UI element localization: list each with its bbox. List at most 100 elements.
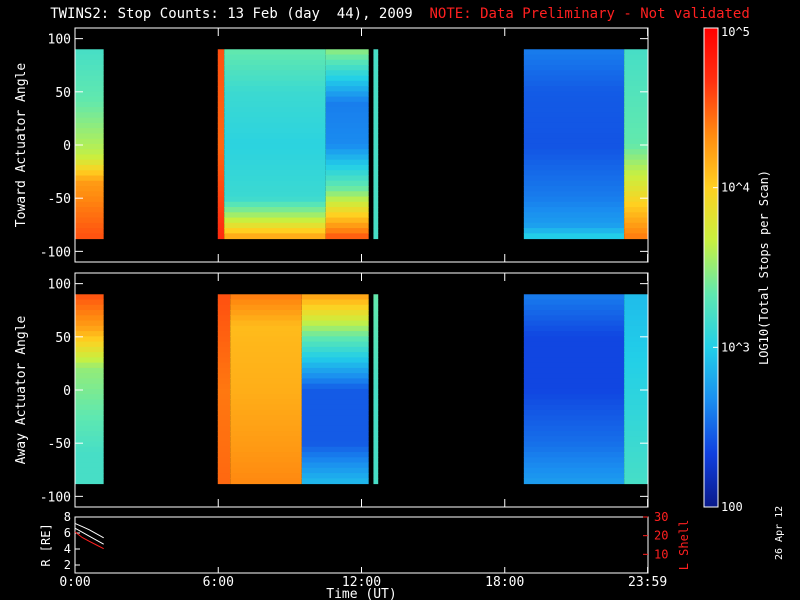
heatmap-cell <box>217 367 231 374</box>
heatmap-cell <box>624 315 648 322</box>
heatmap-cell <box>230 457 302 464</box>
heatmap-cell <box>217 404 231 411</box>
heatmap-cell <box>523 75 625 82</box>
heatmap-cell <box>373 341 379 348</box>
heatmap-cell <box>624 228 648 234</box>
heatmap-cell <box>373 299 379 306</box>
heatmap-cell <box>75 107 104 113</box>
heatmap-cell <box>523 149 625 155</box>
heatmap-cell <box>230 378 302 385</box>
heatmap-cell <box>217 357 231 364</box>
heatmap-cell <box>325 49 369 56</box>
heatmap-cell <box>373 320 379 327</box>
heatmap-cell <box>217 441 231 448</box>
heatmap-cell <box>373 331 379 337</box>
heatmap-cell <box>224 117 326 124</box>
heatmap-cell <box>224 180 326 187</box>
heatmap-cell <box>373 404 379 411</box>
heatmap-cell <box>75 201 104 208</box>
heatmap-cell <box>373 191 379 198</box>
heatmap-segment <box>230 294 302 485</box>
heatmap-cell <box>224 112 326 119</box>
heatmap-cell <box>224 49 326 56</box>
heatmap-cell <box>217 415 231 421</box>
heatmap-cell <box>75 217 104 224</box>
heatmap-cell <box>75 425 104 432</box>
heatmap-cell <box>373 80 379 87</box>
heatmap-cell <box>523 222 625 229</box>
heatmap-cell <box>224 233 326 240</box>
heatmap-cell <box>75 446 104 453</box>
heatmap-cell <box>230 310 302 316</box>
heatmap-cell <box>217 75 225 82</box>
heatmap-cell <box>230 399 302 406</box>
heatmap-cell <box>217 80 225 87</box>
heatmap-cell <box>75 331 104 337</box>
heatmap-cell <box>624 320 648 327</box>
heatmap-cell <box>301 304 369 311</box>
heatmap-cell <box>523 478 625 485</box>
heatmap-cell <box>217 59 225 66</box>
heatmap-cell <box>224 154 326 161</box>
heatmap-cell <box>624 65 648 71</box>
heatmap-cell <box>230 357 302 364</box>
heatmap-cell <box>224 101 326 108</box>
heatmap-cell <box>217 212 225 219</box>
heatmap-cell <box>75 294 104 301</box>
heatmap-cell <box>624 473 648 479</box>
heatmap-cell <box>523 170 625 176</box>
heatmap-cell <box>301 331 369 337</box>
heatmap-cell <box>325 75 369 82</box>
heatmap-cell <box>373 457 379 464</box>
heatmap-cell <box>217 310 231 316</box>
heatmap-cell <box>224 59 326 66</box>
heatmap-cell <box>373 154 379 161</box>
heatmap-cell <box>230 431 302 437</box>
heatmap-cell <box>523 133 625 140</box>
heatmap-cell <box>523 388 625 395</box>
heatmap-cell <box>325 112 369 119</box>
heatmap-cell <box>217 128 225 134</box>
heatmap-cell <box>75 373 104 379</box>
y-tick-label: 8 <box>64 510 71 524</box>
heatmap-cell <box>224 54 326 61</box>
heatmap-cell <box>217 180 225 187</box>
y-tick-label: -50 <box>48 192 71 207</box>
heatmap-cell <box>523 164 625 171</box>
heatmap-cell <box>75 170 104 176</box>
heatmap-cell <box>523 128 625 134</box>
heatmap-cell <box>217 117 225 124</box>
heatmap-cell <box>325 117 369 124</box>
heatmap-cell <box>624 101 648 108</box>
heatmap-cell <box>624 233 648 240</box>
heatmap-cell <box>523 310 625 316</box>
heatmap-cell <box>230 315 302 322</box>
heatmap-cell <box>624 80 648 87</box>
heatmap-cell <box>325 186 369 192</box>
y-axis-label: Away Actuator Angle <box>14 315 29 464</box>
heatmap-cell <box>624 294 648 301</box>
heatmap-cell <box>325 91 369 98</box>
heatmap-cell <box>624 304 648 311</box>
heatmap-cell <box>224 201 326 208</box>
heatmap-cell <box>217 159 225 166</box>
heatmap-cell <box>523 217 625 224</box>
heatmap-cell <box>230 425 302 432</box>
heatmap-cell <box>217 420 231 427</box>
heatmap-cell <box>624 207 648 213</box>
heatmap-cell <box>230 320 302 327</box>
right-axis-label: L Shell <box>677 520 691 571</box>
heatmap-cell <box>301 373 369 379</box>
heatmap-cell <box>624 186 648 192</box>
heatmap-cell <box>523 80 625 87</box>
heatmap-cell <box>373 399 379 406</box>
heatmap-cell <box>624 346 648 353</box>
heatmap-cell <box>217 54 225 61</box>
heatmap-cell <box>230 352 302 358</box>
heatmap-cell <box>523 196 625 203</box>
toward-panel: 100 50 0 -50 -100 Toward Actuator Angle <box>14 27 649 263</box>
heatmap-cell <box>217 217 225 224</box>
heatmap-cell <box>624 341 648 348</box>
heatmap-cell <box>624 201 648 208</box>
heatmap-cell <box>217 49 225 56</box>
